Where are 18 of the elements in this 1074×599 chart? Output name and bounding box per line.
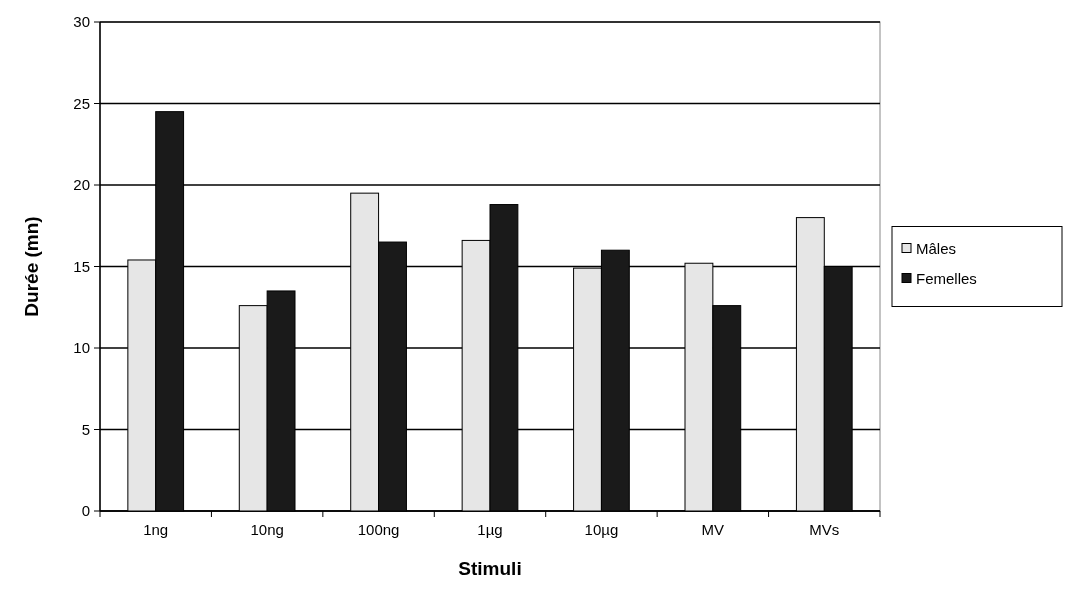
legend-label: Femelles [916, 269, 977, 287]
y-tick-label: 15 [73, 257, 90, 275]
y-tick-label: 20 [73, 176, 90, 194]
x-tick-label: MV [701, 521, 725, 538]
x-tick-label: 10µg [584, 521, 619, 538]
y-tick-label: 5 [81, 420, 90, 438]
y-tick-label: 25 [73, 94, 90, 112]
x-tick-label: MVs [809, 521, 840, 538]
y-tick-label: 10 [73, 339, 90, 357]
x-tick-label: 1µg [477, 521, 503, 538]
x-axis-title: Stimuli [458, 558, 522, 579]
y-tick-label: 30 [73, 13, 90, 31]
y-tick-label: 0 [81, 502, 90, 520]
x-tick-label: 10ng [250, 521, 284, 538]
legend-label: Mâles [916, 239, 957, 257]
x-tick-label: 1ng [143, 521, 169, 538]
x-tick-label: 100ng [357, 521, 400, 538]
y-axis-title: Durée (mn) [21, 216, 42, 317]
